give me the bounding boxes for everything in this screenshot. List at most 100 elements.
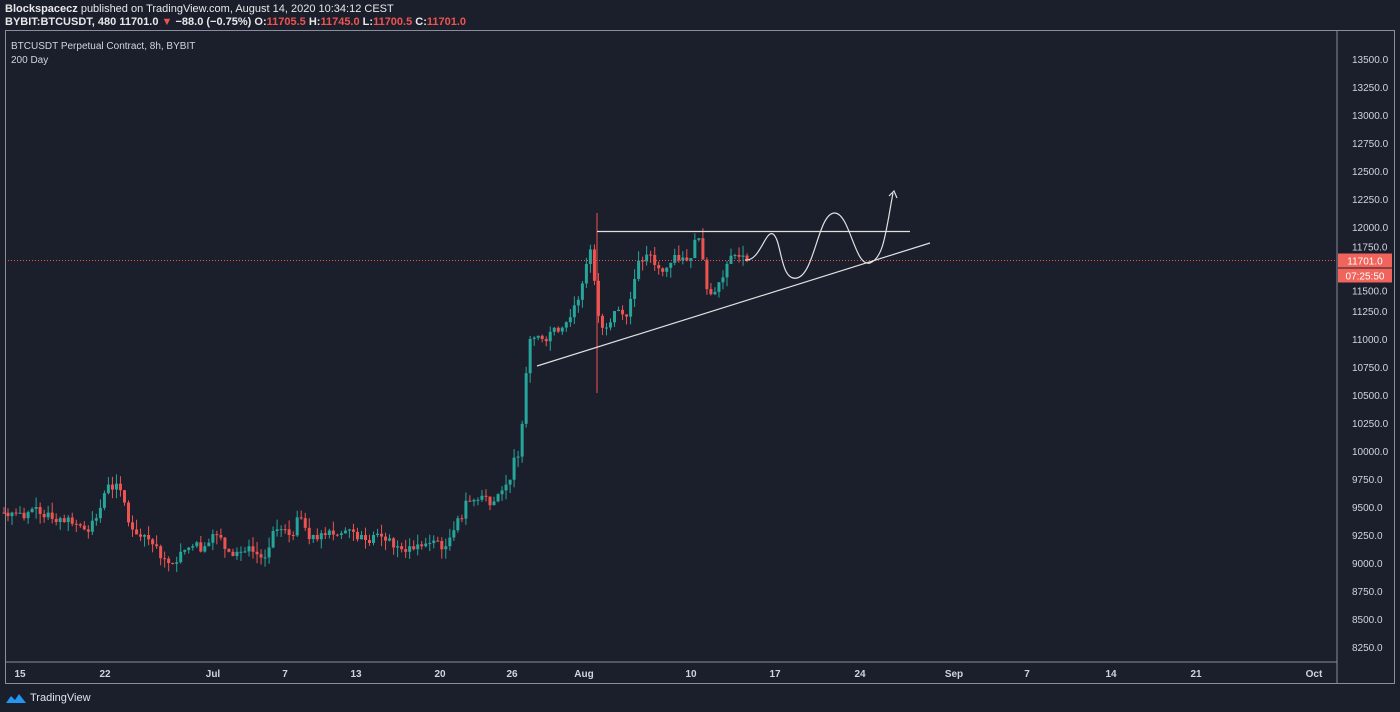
candle: [70, 512, 74, 527]
tradingview-logo-icon: [6, 694, 26, 703]
price-tick: 10250.0: [1352, 419, 1389, 430]
high-label: H:: [308, 16, 321, 28]
candle: [524, 366, 528, 428]
candle: [685, 249, 689, 262]
candle: [705, 257, 709, 295]
candle: [34, 497, 38, 519]
candle: [709, 282, 713, 296]
price-tick: 8500.0: [1352, 615, 1383, 626]
candle: [299, 510, 303, 520]
candle: [127, 500, 130, 527]
candle: [600, 313, 604, 336]
candle: [54, 513, 58, 526]
candle: [532, 336, 536, 346]
candle: [219, 528, 223, 541]
candle: [98, 499, 102, 523]
price-tick: 12000.0: [1352, 223, 1389, 234]
publish-info: Blockspacecz published on TradingView.co…: [5, 3, 394, 15]
price-tick: 9000.0: [1352, 559, 1383, 570]
candle: [263, 549, 267, 567]
candle: [552, 326, 556, 336]
candle: [26, 510, 30, 524]
candle: [629, 291, 633, 325]
candle: [335, 533, 339, 537]
candle: [384, 532, 388, 551]
candle: [420, 541, 424, 550]
candle: [520, 420, 524, 463]
candle: [78, 522, 82, 528]
chart-frame[interactable]: [5, 30, 1395, 684]
candle: [693, 233, 697, 259]
candle: [355, 527, 359, 542]
candle: [315, 528, 319, 542]
candle: [159, 544, 163, 566]
candle: [376, 528, 380, 538]
candle: [90, 511, 94, 536]
candle: [359, 531, 363, 540]
candle: [432, 535, 436, 549]
price-tick: 12250.0: [1352, 195, 1389, 206]
price-tick: 10500.0: [1352, 391, 1389, 402]
candle: [368, 534, 371, 546]
candle: [512, 449, 516, 488]
tradingview-branding[interactable]: TradingView: [5, 691, 91, 705]
candle: [2, 506, 6, 514]
candle: [243, 547, 247, 554]
support-trendline[interactable]: [536, 242, 931, 367]
candle: [118, 476, 122, 497]
candle: [58, 516, 62, 530]
candle: [179, 543, 183, 564]
candle: [661, 267, 665, 277]
candle: [496, 493, 500, 503]
candle: [287, 520, 291, 543]
candle: [645, 245, 649, 266]
legend-subtitle: 200 Day: [11, 55, 49, 66]
candle: [596, 272, 600, 323]
low-value: 11700.5: [373, 16, 413, 28]
candle: [504, 474, 508, 500]
candle: [568, 309, 572, 327]
candle: [175, 556, 179, 573]
candle: [729, 248, 733, 265]
price-tick: 11000.0: [1352, 335, 1388, 346]
candle: [649, 250, 653, 263]
candle: [171, 562, 175, 565]
candle: [713, 287, 717, 296]
candle: [416, 534, 420, 556]
low-label: L:: [362, 16, 374, 28]
author: Blockspacecz: [5, 3, 78, 15]
price-change: −88.0 (−0.75%): [175, 16, 252, 28]
candle: [114, 474, 118, 499]
candle: [488, 496, 492, 511]
open-value: 11705.5: [266, 16, 306, 28]
candle: [460, 514, 464, 523]
time-tick: 14: [1105, 669, 1117, 680]
candle: [259, 549, 263, 565]
candle: [625, 314, 629, 325]
candle: [46, 505, 50, 521]
candle: [215, 530, 219, 545]
candle: [295, 510, 299, 537]
candle: [476, 497, 480, 506]
time-tick: Oct: [1306, 669, 1323, 680]
candle: [135, 519, 139, 535]
candle: [319, 530, 323, 549]
projection-path[interactable]: [744, 192, 894, 279]
candle: [22, 507, 26, 521]
candle: [38, 502, 42, 524]
candle: [10, 511, 14, 525]
candle: [86, 525, 90, 539]
candle: [404, 539, 408, 559]
candle: [484, 489, 488, 502]
candle: [456, 515, 460, 533]
price-tick: 10000.0: [1352, 447, 1389, 458]
candle: [472, 498, 476, 507]
price-tick: 13000.0: [1352, 111, 1389, 122]
candle: [163, 551, 167, 568]
candle: [396, 540, 400, 558]
high-value: 11745.0: [320, 16, 360, 28]
ohlc-bar: BYBIT:BTCUSDT, 480 11701.0 ▼ −88.0 (−0.7…: [5, 16, 466, 28]
candle: [275, 519, 279, 537]
open-label: O:: [254, 16, 267, 28]
